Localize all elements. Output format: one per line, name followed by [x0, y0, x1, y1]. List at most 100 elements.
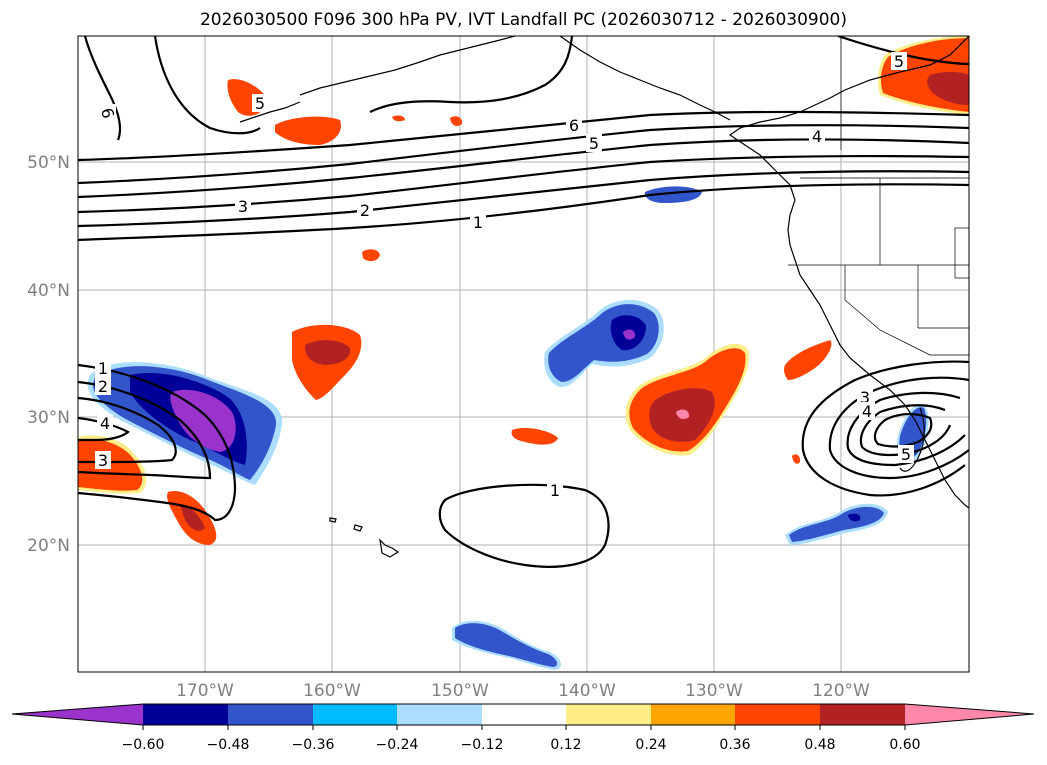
lon-label-160w: 160°W: [303, 681, 361, 701]
ivt-contour-5-nw: [153, 36, 261, 135]
north-america-coastline: [728, 36, 969, 509]
colorbar-bin-9: [820, 704, 905, 725]
svg-text:1: 1: [550, 481, 560, 500]
lat-label-30n: 30°N: [27, 408, 70, 428]
state-border-6: [954, 227, 969, 279]
pv-positive-blob-coast: [784, 340, 832, 380]
pv-positive-blob-small-5: [792, 454, 801, 464]
ivt-contour-2-sw: [78, 380, 212, 480]
colorbar-tick-label: −0.12: [461, 737, 504, 753]
pv-positive-blob-north: [275, 116, 341, 145]
hawaii-maui: [353, 524, 363, 532]
colorbar-tick-label: −0.60: [122, 737, 165, 753]
pv-positive-blob-160w: [292, 324, 362, 400]
contour-label-4-ne: 4: [809, 127, 825, 146]
ivt-contour-4-se: [859, 404, 952, 457]
ivt-contour-5-north: [78, 124, 969, 185]
map-frame: [77, 35, 970, 673]
colorbar-tick-label: 0.48: [804, 737, 835, 753]
colorbar-tick-label: 0.24: [635, 737, 666, 753]
pv-positive-blob-small-2: [392, 115, 405, 122]
svg-text:5: 5: [255, 94, 265, 113]
contour-label-3-west: 3: [235, 197, 251, 216]
colorbar: −0.60 −0.48 −0.36 −0.24 −0.12 0.12 0.24 …: [11, 703, 1035, 753]
pv-anomaly-fills: [78, 36, 969, 670]
svg-text:4: 4: [862, 402, 872, 421]
lon-label-150w: 150°W: [431, 681, 489, 701]
hawaii-oahu: [329, 517, 337, 523]
colorbar-bin-5: [482, 704, 566, 725]
svg-text:5: 5: [894, 52, 904, 71]
alaska-coastline: [559, 36, 731, 121]
pv-positive-blob-central: [625, 343, 749, 456]
colorbar-bin-3: [313, 704, 397, 725]
contour-label-5-nw: 5: [252, 94, 268, 113]
svg-text:2: 2: [360, 201, 370, 220]
hawaii-big-island: [379, 538, 400, 558]
contour-label-1-sw: 1: [95, 359, 111, 378]
ivt-contour-1-se: [801, 360, 969, 497]
lat-label-40n: 40°N: [27, 281, 70, 301]
ivt-contour-3-se: [846, 391, 966, 467]
ivt-contour-2-se: [828, 376, 969, 480]
svg-text:4: 4: [100, 414, 110, 433]
pv-negative-blob-north: [644, 186, 702, 203]
ivt-contour-1-hawaii: [438, 483, 610, 568]
contour-label-4-sw: 4: [97, 414, 113, 433]
ivt-contour-3-north: [78, 154, 969, 214]
svg-text:5: 5: [901, 445, 911, 464]
svg-text:4: 4: [812, 127, 822, 146]
svg-text:3: 3: [860, 388, 870, 407]
contour-label-5-ne: 5: [891, 52, 907, 71]
alaska-peninsula-coast: [299, 36, 516, 96]
colorbar-tick-label: 0.60: [889, 737, 920, 753]
contour-label-1-west: 1: [470, 213, 486, 232]
colorbar-bin-2: [228, 704, 313, 725]
latitude-labels: 50°N 40°N 30°N 20°N: [27, 153, 70, 556]
contour-label-2-sw: 2: [95, 377, 111, 396]
contour-label-5-se: 5: [898, 445, 914, 464]
ivt-contour-5-ne: [837, 36, 969, 66]
ivt-contour-6-north: [78, 110, 969, 162]
svg-text:1: 1: [98, 359, 108, 378]
ivt-contour-2-north: [78, 170, 969, 228]
svg-text:3: 3: [238, 197, 248, 216]
state-border-3: [844, 265, 969, 356]
contour-label-3-sw: 3: [95, 451, 111, 470]
colorbar-bin-7: [651, 704, 735, 725]
contour-label-6-mid: 6: [97, 104, 118, 122]
lon-label-140w: 140°W: [558, 681, 616, 701]
colorbar-tick-label: −0.24: [376, 737, 419, 753]
colorbar-tick-label: 0.12: [550, 737, 581, 753]
colorbar-bin-4: [397, 704, 482, 725]
colorbar-tick-label: −0.48: [207, 737, 250, 753]
political-borders: [788, 36, 969, 356]
pv-positive-blob-small-1: [362, 249, 380, 262]
colorbar-bin-6: [566, 704, 651, 725]
svg-text:6: 6: [569, 116, 579, 135]
contour-label-5-mid: 5: [586, 134, 602, 153]
contour-label-4-se: 4: [859, 402, 875, 421]
contour-labels: 6 6 5 5 4 5 3 2 1 1 2 4 3 1 3 4 5: [95, 52, 914, 500]
colorbar-bin-1: [143, 704, 228, 725]
lon-label-120w: 120°W: [812, 681, 870, 701]
contour-label-2-west: 2: [357, 201, 373, 220]
map-title: 2026030500 F096 300 hPa PV, IVT Landfall…: [199, 10, 847, 30]
contour-label-1-hawaii: 1: [547, 481, 563, 500]
lon-label-130w: 130°W: [685, 681, 743, 701]
baja-peninsula: [899, 407, 925, 472]
ivt-contour-5-se: [873, 413, 933, 448]
pv-positive-blob-small-4: [511, 427, 558, 445]
ivt-contour-6-nw: [83, 36, 121, 141]
coastlines: [239, 36, 969, 558]
ivt-contour-1-north: [78, 183, 969, 242]
map-background: [78, 36, 969, 672]
colorbar-extend-max: [905, 704, 1034, 725]
colorbar-extend-min: [12, 704, 143, 725]
svg-text:2: 2: [98, 377, 108, 396]
colorbar-tick-label: −0.36: [292, 737, 335, 753]
ivt-contour-6-loop: [369, 36, 574, 113]
lat-label-20n: 20°N: [27, 536, 70, 556]
longitude-labels: 170°W 160°W 150°W 140°W 130°W 120°W: [176, 681, 870, 701]
